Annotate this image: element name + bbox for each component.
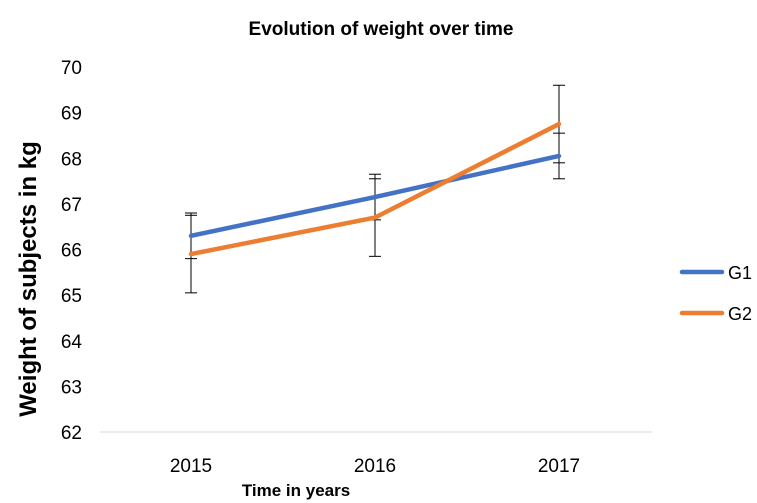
y-tick-label-65: 65 xyxy=(61,286,82,307)
x-tick-label-2016: 2016 xyxy=(354,456,396,477)
chart-title: Evolution of weight over time xyxy=(249,19,514,40)
y-tick-labels: 62 63 64 65 66 67 68 69 70 xyxy=(61,58,83,444)
series-line-g2 xyxy=(188,121,562,257)
y-axis-label: Weight of subjects in kg xyxy=(15,141,42,417)
legend-label-g2: G2 xyxy=(728,304,752,324)
y-tick-label-70: 70 xyxy=(61,58,82,79)
legend-item-g2: G2 xyxy=(679,304,752,324)
x-tick-label-2015: 2015 xyxy=(170,456,212,477)
y-tick-label-62: 62 xyxy=(61,423,82,444)
y-tick-label-64: 64 xyxy=(61,332,83,353)
x-tick-labels: 2015 2016 2017 xyxy=(170,456,580,477)
y-tick-label-66: 66 xyxy=(61,241,82,262)
legend-label-g1: G1 xyxy=(728,263,752,283)
legend-item-g1: G1 xyxy=(679,263,752,283)
y-tick-label-63: 63 xyxy=(61,377,82,398)
series-lines xyxy=(188,121,562,257)
series-line-g1 xyxy=(188,153,562,239)
legend: G1 G2 xyxy=(679,263,752,324)
y-tick-label-69: 69 xyxy=(61,104,82,125)
error-bars xyxy=(185,84,565,294)
y-tick-label-68: 68 xyxy=(61,149,82,170)
y-tick-label-67: 67 xyxy=(61,195,82,216)
x-tick-label-2017: 2017 xyxy=(538,456,580,477)
x-axis-label: Time in years xyxy=(242,481,350,500)
